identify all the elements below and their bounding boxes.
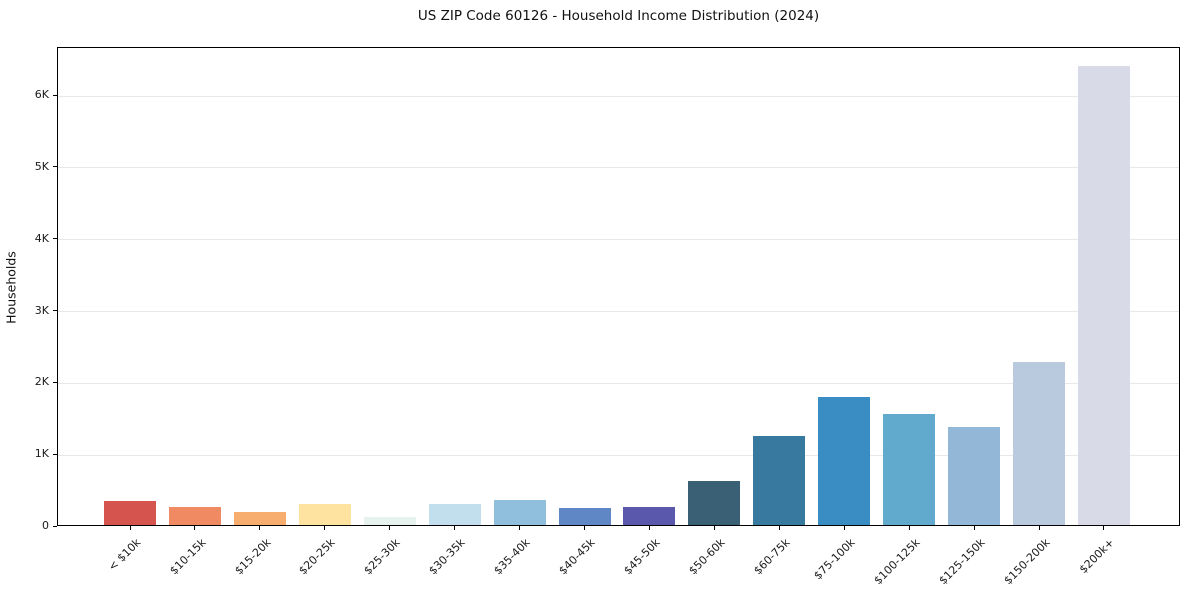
x-tick-label: $125-150k (936, 536, 988, 588)
x-tick (1038, 526, 1040, 530)
y-tick (53, 94, 57, 96)
y-tick-label: 6K (34, 88, 49, 102)
x-tick-label: < $10k (105, 536, 144, 574)
x-tick-label: $10-15k (166, 536, 209, 578)
x-tick-label: $25-30k (361, 536, 403, 578)
bar-$20-25k (298, 503, 351, 525)
bar-$50-60k (688, 481, 741, 525)
y-tick (53, 525, 57, 527)
x-tick-label: $15-20k (231, 536, 274, 578)
gridline (58, 95, 1179, 97)
x-tick-label: $45-50k (621, 536, 663, 578)
bar-$30-35k (428, 504, 481, 525)
bar-$60-75k (753, 435, 806, 525)
bar-$200k+ (1077, 66, 1130, 525)
chart-title: US ZIP Code 60126 - Household Income Dis… (417, 8, 820, 24)
bar-$125-150k (948, 427, 1001, 525)
x-tick (1103, 526, 1105, 530)
y-tick (53, 453, 57, 455)
x-tick (259, 526, 261, 530)
y-tick (53, 166, 57, 168)
gridline (58, 382, 1179, 384)
plot-area (57, 47, 1180, 526)
y-tick (53, 381, 57, 383)
x-tick (324, 526, 326, 530)
x-tick-label: $50-60k (686, 536, 728, 578)
y-tick (53, 238, 57, 240)
x-tick (973, 526, 975, 530)
x-tick (648, 526, 650, 530)
x-tick (194, 526, 196, 530)
bar-$40-45k (558, 508, 611, 525)
x-tick-label: $75-100k (811, 536, 858, 583)
x-tick (843, 526, 845, 530)
x-tick-label: $100-125k (871, 536, 923, 588)
x-tick-label: $200k+ (1077, 536, 1118, 577)
bar-$35-40k (493, 499, 546, 525)
x-tick-label: $35-40k (491, 536, 533, 578)
gridline (58, 454, 1179, 456)
bar-$150-200k (1013, 361, 1066, 525)
y-tick-label: 4K (34, 231, 49, 245)
bar-$25-30k (363, 516, 416, 525)
bar-$75-100k (818, 397, 871, 525)
gridline (58, 167, 1179, 169)
bar-$15-20k (233, 512, 286, 525)
y-axis-label: Households (3, 251, 19, 324)
y-tick-label: 5K (34, 159, 49, 173)
y-tick-label: 1K (34, 447, 49, 461)
x-tick-label: $20-25k (296, 536, 338, 578)
x-tick (454, 526, 456, 530)
bar-$100-125k (883, 414, 936, 525)
bar-$10-15k (168, 507, 221, 525)
gridline (58, 311, 1179, 313)
bar-< $10k (104, 501, 156, 525)
x-tick (713, 526, 715, 530)
x-tick (129, 526, 131, 530)
x-tick (519, 526, 521, 530)
y-tick (53, 310, 57, 312)
x-tick-label: $60-75k (751, 536, 793, 578)
x-tick (389, 526, 391, 530)
x-tick-label: $40-45k (556, 536, 598, 578)
x-tick-label: $30-35k (426, 536, 468, 578)
y-tick-label: 2K (34, 375, 49, 389)
x-tick (584, 526, 585, 530)
bar-$45-50k (623, 507, 676, 525)
y-tick-label: 3K (34, 303, 49, 317)
x-tick-label: $150-200k (1001, 536, 1053, 588)
y-tick-label: 0 (42, 519, 49, 532)
gridline (58, 239, 1179, 241)
x-tick (908, 526, 910, 530)
x-tick (778, 526, 780, 530)
